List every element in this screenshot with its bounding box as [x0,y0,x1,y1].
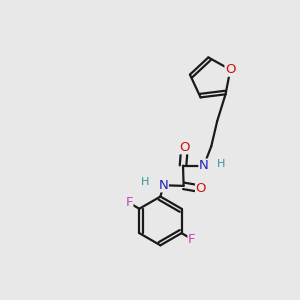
Text: H: H [217,159,226,169]
Text: O: O [196,182,206,195]
Text: O: O [179,141,190,154]
Text: O: O [225,63,236,76]
Text: F: F [125,196,133,209]
Text: N: N [199,159,209,172]
Text: N: N [158,179,168,192]
Text: H: H [141,177,149,187]
Text: F: F [188,232,196,246]
